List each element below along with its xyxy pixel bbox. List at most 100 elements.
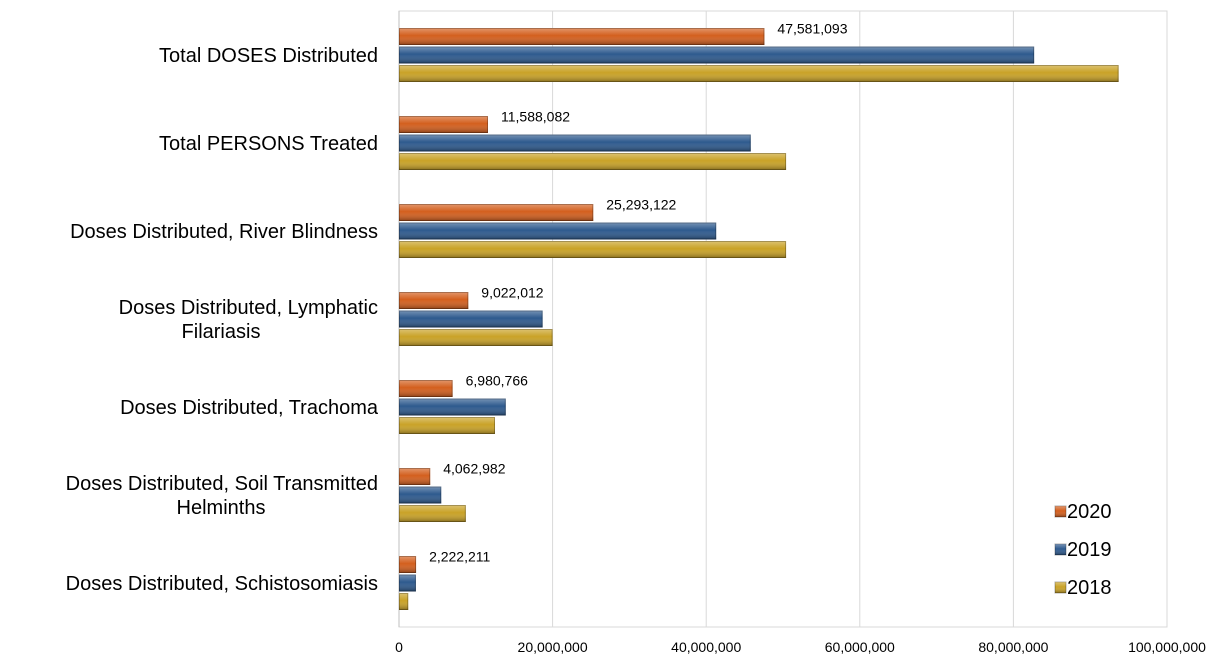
bar-edge (399, 116, 488, 133)
legend-item-2019: 2019 (1054, 539, 1112, 561)
category-labels-group: Total DOSES Distributed Total PERSONS Tre… (66, 45, 379, 595)
category-label-1: Total PERSONS Treated (159, 133, 378, 155)
data-label-2020-3: 9,022,012 (481, 285, 543, 301)
bar-2019-3 (399, 310, 543, 328)
bar-shade (399, 505, 466, 522)
bars-group (399, 28, 1119, 610)
legend-swatch-shade (1055, 582, 1066, 593)
bar-shade (399, 65, 1119, 82)
bar-shade (399, 574, 416, 592)
bar-edge (399, 28, 765, 45)
x-tick-label-1: 20,000,000 (518, 639, 588, 655)
category-label-3: Filariasis (182, 321, 261, 343)
bar-shade (399, 222, 717, 240)
bar-2018-0 (399, 65, 1119, 82)
bar-edge (399, 241, 787, 258)
bar-2019-0 (399, 46, 1035, 64)
bar-2019-6 (399, 574, 416, 592)
bar-2020-2 (399, 204, 594, 221)
category-label-2: Doses Distributed, River Blindness (70, 221, 378, 243)
bar-edge (399, 593, 409, 610)
bar-edge (399, 46, 1035, 64)
bar-shade (399, 380, 453, 397)
bar-2018-5 (399, 505, 466, 522)
category-label-4: Doses Distributed, Trachoma (120, 397, 379, 419)
bar-edge (399, 329, 553, 346)
bar-edge (399, 486, 442, 504)
bar-shade (399, 329, 553, 346)
bar-2020-3 (399, 292, 469, 309)
bar-2019-2 (399, 222, 717, 240)
bar-shade (399, 153, 787, 170)
category-label-6: Doses Distributed, Schistosomiasis (66, 573, 378, 595)
legend-swatch-shade (1055, 544, 1066, 555)
bar-edge (399, 380, 453, 397)
x-tick-label-3: 60,000,000 (825, 639, 895, 655)
x-tick-label-4: 80,000,000 (978, 639, 1048, 655)
bar-2019-4 (399, 398, 506, 416)
category-label-0: Total DOSES Distributed (159, 45, 378, 67)
bar-shade (399, 593, 409, 610)
bar-shade (399, 556, 417, 573)
bar-edge (399, 417, 495, 434)
bar-edge (399, 310, 543, 328)
bar-shade (399, 292, 469, 309)
bar-edge (399, 574, 416, 592)
legend-swatch-shade (1055, 506, 1066, 517)
bar-shade (399, 116, 488, 133)
x-tick-label-2: 40,000,000 (671, 639, 741, 655)
bar-shade (399, 398, 506, 416)
bar-edge (399, 222, 717, 240)
bar-2020-0 (399, 28, 765, 45)
bar-shade (399, 46, 1035, 64)
data-label-2020-5: 4,062,982 (443, 461, 505, 477)
category-label-3: Doses Distributed, Lymphatic (119, 297, 378, 319)
bar-2020-1 (399, 116, 488, 133)
bar-shade (399, 468, 431, 485)
bar-shade (399, 134, 751, 152)
bar-shade (399, 310, 543, 328)
data-label-2020-0: 47,581,093 (777, 21, 847, 37)
bar-edge (399, 556, 417, 573)
legend-item-2020: 2020 (1054, 501, 1112, 523)
bar-2020-6 (399, 556, 417, 573)
bar-2018-6 (399, 593, 409, 610)
legend-label: 2020 (1067, 501, 1112, 523)
data-label-2020-1: 11,588,082 (501, 109, 570, 125)
data-label-2020-4: 6,980,766 (466, 373, 528, 389)
bar-2018-1 (399, 153, 787, 170)
bar-edge (399, 134, 751, 152)
bar-2018-3 (399, 329, 553, 346)
bar-2018-2 (399, 241, 787, 258)
data-label-2020-6: 2,222,211 (429, 549, 490, 565)
bar-edge (399, 292, 469, 309)
category-label-5: Helminths (177, 497, 266, 519)
bar-edge (399, 398, 506, 416)
x-tick-label-0: 0 (395, 639, 403, 655)
bar-edge (399, 468, 431, 485)
bar-shade (399, 204, 594, 221)
bar-2019-5 (399, 486, 442, 504)
data-label-2020-2: 25,293,122 (606, 197, 676, 213)
legend: 2020 2019 2018 (1054, 501, 1112, 599)
bar-2018-4 (399, 417, 495, 434)
bar-shade (399, 417, 495, 434)
bar-edge (399, 204, 594, 221)
bar-2019-1 (399, 134, 751, 152)
x-tick-label-5: 100,000,000 (1128, 639, 1206, 655)
legend-item-2018: 2018 (1054, 577, 1112, 599)
bar-edge (399, 65, 1119, 82)
category-label-5: Doses Distributed, Soil Transmitted (66, 473, 378, 495)
legend-label: 2018 (1067, 577, 1112, 599)
bar-edge (399, 505, 466, 522)
x-axis-tick-labels: 0 20,000,000 40,000,000 60,000,000 80,000,00… (395, 639, 1206, 655)
bar-2020-4 (399, 380, 453, 397)
data-labels-group: 47,581,093 11,588,082 25,293,122 9,022,012 6… (429, 21, 848, 565)
bar-2020-5 (399, 468, 431, 485)
bar-shade (399, 241, 787, 258)
bar-shade (399, 486, 442, 504)
bar-shade (399, 28, 765, 45)
bar-edge (399, 153, 787, 170)
legend-label: 2019 (1067, 539, 1112, 561)
